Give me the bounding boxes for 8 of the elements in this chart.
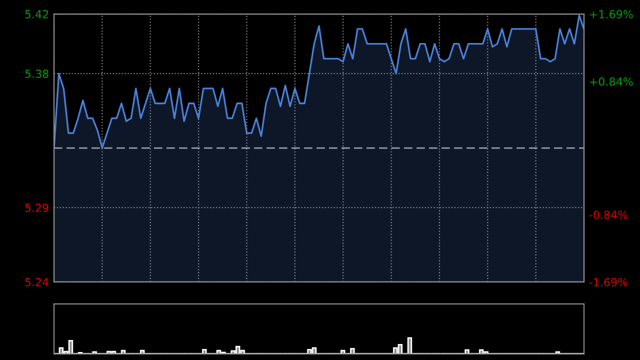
y-tick-label: 5.24 — [25, 278, 49, 286]
y2-tick-label: +1.69% — [590, 10, 633, 18]
y-tick-label: 5.42 — [25, 10, 48, 18]
y-tick-label: 5.29 — [25, 204, 48, 212]
y2-tick-label: -1.69% — [589, 278, 628, 286]
y-tick-label: 5.38 — [25, 70, 48, 78]
y2-tick-label: +0.84% — [590, 77, 633, 86]
y2-tick-label: -0.84% — [589, 210, 628, 219]
